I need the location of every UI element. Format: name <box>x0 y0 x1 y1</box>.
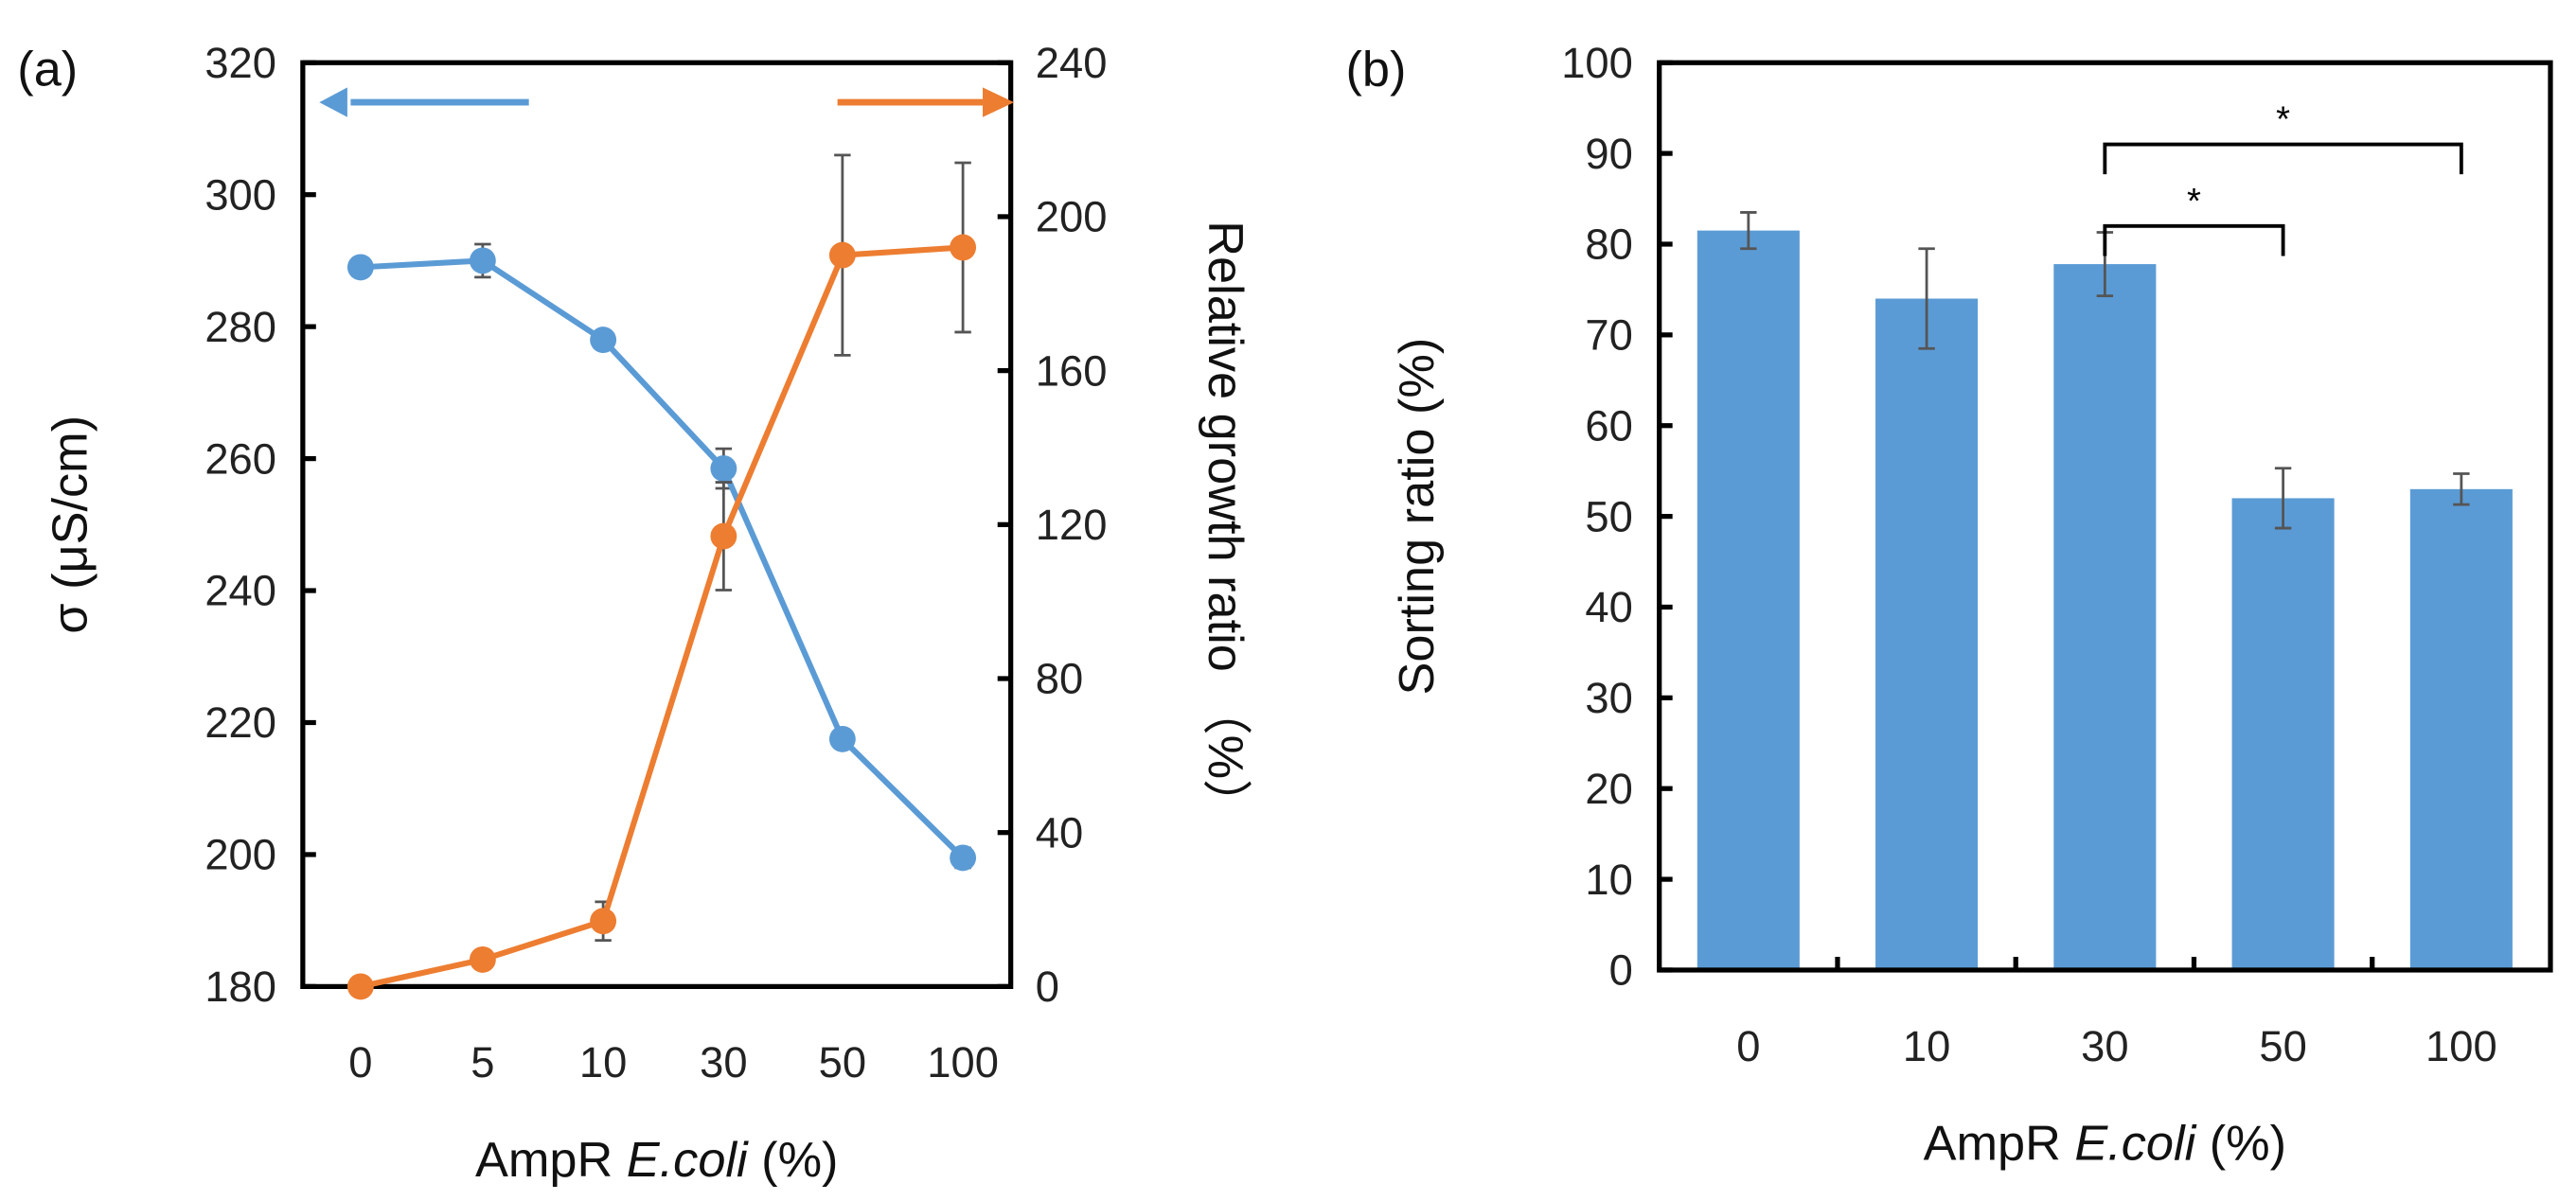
y-tick-label: 10 <box>1585 856 1632 904</box>
x-tick-label: 50 <box>819 1038 866 1086</box>
series-0-line <box>360 257 966 860</box>
series-0-point <box>710 455 737 482</box>
series-0-point <box>828 725 856 752</box>
x-tick-label: 100 <box>927 1038 999 1086</box>
significance-bracket <box>2103 142 2463 175</box>
series-0-point <box>950 844 977 872</box>
series-1-point <box>469 945 496 973</box>
bar <box>2231 498 2335 970</box>
y-tick-label: 280 <box>204 303 276 351</box>
right-arrow-head-icon <box>983 87 1015 117</box>
x-tick-label: 10 <box>579 1038 627 1086</box>
y-tick-label: 180 <box>204 963 276 1011</box>
y-tick-label: 50 <box>1585 492 1632 540</box>
y-tick-label: 200 <box>204 831 276 879</box>
significance-label: * <box>2276 99 2290 140</box>
y2-tick-label: 80 <box>1036 655 1083 703</box>
y-tick-label: 260 <box>204 434 276 483</box>
series-0-point <box>469 247 496 274</box>
y2-tick-label: 120 <box>1036 501 1108 549</box>
significance-label: * <box>2187 181 2201 221</box>
y-tick-label: 90 <box>1585 130 1632 178</box>
y-tick-label: 100 <box>1561 39 1633 87</box>
panel-label: (a) <box>17 43 78 97</box>
series-1-point <box>950 234 977 261</box>
y-axis-label: Sorting ratio (%) <box>1390 338 1445 696</box>
panel-label: (b) <box>1346 43 1407 97</box>
series-1-point <box>346 973 374 1000</box>
y2-tick-label: 160 <box>1036 346 1108 395</box>
y-tick-label: 60 <box>1585 401 1632 450</box>
y-tick-label: 320 <box>204 39 276 87</box>
y-tick-label: 0 <box>1609 946 1633 995</box>
series-0-point <box>590 327 617 354</box>
series-0-point <box>346 254 374 281</box>
x-axis-label: AmpR E.coli (%) <box>475 1133 838 1188</box>
series-1-point <box>590 908 617 935</box>
y2-tick-label: 200 <box>1036 193 1108 241</box>
y-tick-label: 20 <box>1585 765 1632 813</box>
x-tick-label: 0 <box>1736 1022 1760 1070</box>
bar <box>2409 488 2513 970</box>
y-tick-label: 80 <box>1585 221 1632 269</box>
x-tick-label: 100 <box>2425 1022 2497 1070</box>
y2-axis-label: Relative growth ratio （%） <box>1198 221 1252 828</box>
y2-tick-label: 40 <box>1036 808 1083 857</box>
y2-tick-label: 0 <box>1036 963 1059 1011</box>
x-tick-label: 30 <box>700 1038 747 1086</box>
left-arrow-head-icon <box>319 87 347 117</box>
x-tick-label: 30 <box>2081 1022 2128 1070</box>
y2-tick-label: 240 <box>1036 39 1108 87</box>
x-tick-label: 5 <box>471 1038 494 1086</box>
y-tick-label: 40 <box>1585 583 1632 631</box>
plot-frame <box>300 60 1014 990</box>
y-axis-label: σ (μS/cm) <box>44 415 98 634</box>
y-tick-label: 240 <box>204 567 276 615</box>
y-tick-label: 30 <box>1585 674 1632 722</box>
bar <box>1697 230 1800 970</box>
series-1-point <box>828 241 856 269</box>
y-tick-label: 220 <box>204 698 276 747</box>
y-tick-label: 70 <box>1585 311 1632 360</box>
bar <box>2053 264 2157 970</box>
x-tick-label: 50 <box>2259 1022 2306 1070</box>
bar <box>1875 298 1979 970</box>
significance-bracket <box>2103 223 2285 256</box>
series-1-line <box>360 244 964 990</box>
y-tick-label: 300 <box>204 170 276 219</box>
x-tick-label: 10 <box>1903 1022 1950 1070</box>
x-axis-label: AmpR E.coli (%) <box>1924 1116 2286 1171</box>
x-tick-label: 0 <box>348 1038 372 1086</box>
series-1-point <box>710 522 737 550</box>
